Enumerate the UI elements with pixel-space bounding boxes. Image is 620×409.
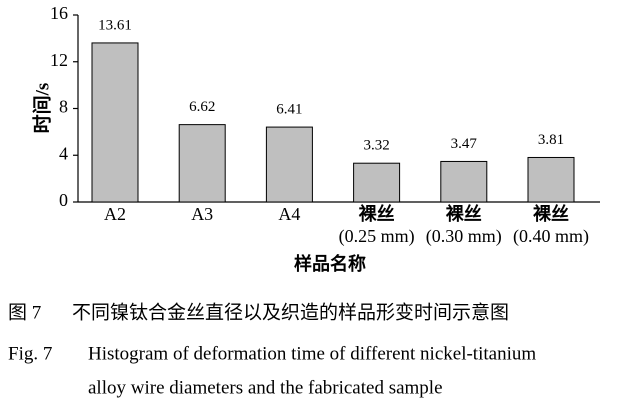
y-tick-label: 8	[59, 97, 68, 117]
x-tick-label: (0.25 mm)	[339, 226, 415, 247]
caption-number: 图 7	[8, 302, 41, 323]
bar	[265, 126, 313, 203]
bar	[353, 162, 401, 203]
bar	[91, 42, 139, 203]
x-tick-label: A4	[278, 204, 300, 224]
value-label: 3.47	[451, 136, 478, 152]
x-axis-label: 样品名称	[294, 253, 366, 274]
y-tick-label: 4	[59, 143, 68, 163]
y-axis-label: 时间/s	[31, 83, 53, 134]
x-tick-label: 裸丝	[446, 203, 482, 224]
caption-number: Fig. 7	[8, 343, 52, 364]
x-tick-label: 裸丝	[359, 203, 395, 224]
x-tick-label: A3	[191, 204, 213, 224]
y-tick-label: 0	[59, 190, 68, 210]
x-tick-label: (0.40 mm)	[513, 226, 589, 247]
caption-text: alloy wire diameters and the fabricated …	[88, 377, 443, 398]
value-label: 6.62	[189, 99, 215, 115]
bar	[527, 156, 575, 203]
x-tick-label: 裸丝	[533, 203, 569, 224]
y-tick-label: 12	[50, 50, 68, 70]
x-tick-label: A2	[104, 204, 126, 224]
caption-text: Histogram of deformation time of differe…	[88, 343, 536, 364]
caption-text: 不同镍钛合金丝直径以及织造的样品形变时间示意图	[72, 301, 509, 323]
value-label: 13.61	[98, 17, 132, 33]
bar	[178, 124, 226, 203]
value-label: 6.41	[276, 102, 302, 118]
value-label: 3.32	[363, 138, 389, 154]
y-tick-label: 16	[50, 3, 68, 23]
x-tick-label: (0.30 mm)	[426, 226, 502, 247]
bar	[440, 160, 488, 203]
value-label: 3.81	[538, 132, 564, 148]
